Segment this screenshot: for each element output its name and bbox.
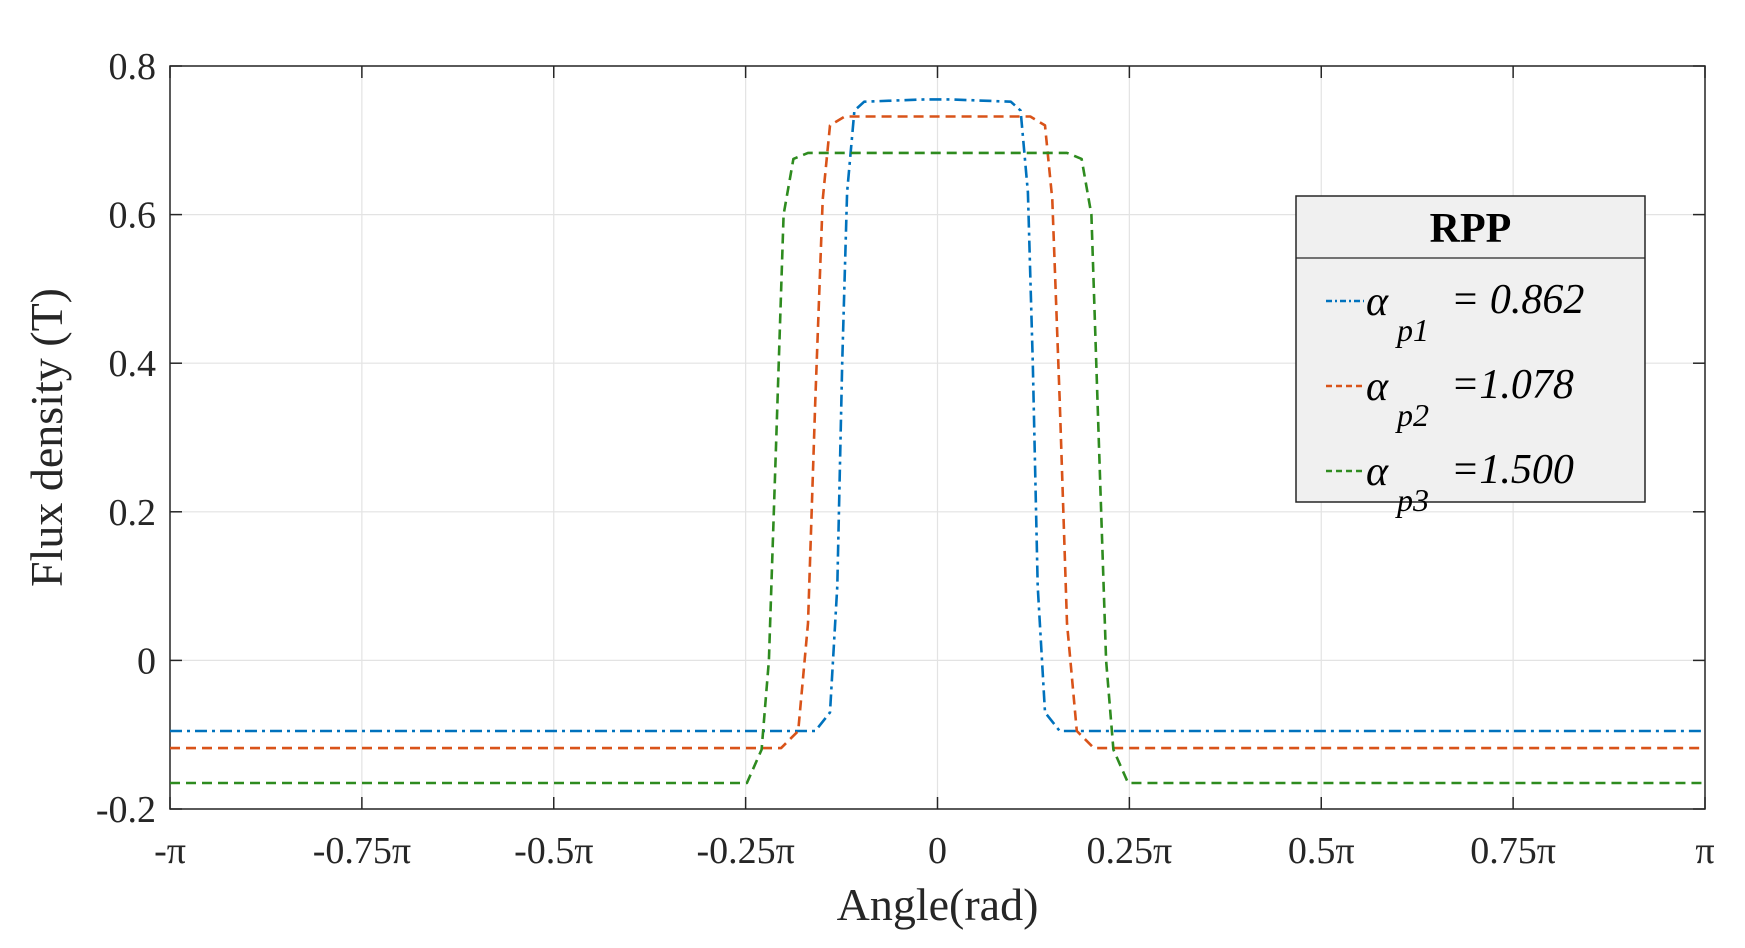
legend-title: RPP xyxy=(1430,206,1512,252)
legend-alpha-symbol: α xyxy=(1366,279,1389,325)
y-tick-label: 0.8 xyxy=(109,46,157,88)
legend-alpha-symbol: α xyxy=(1366,364,1389,410)
y-tick-label: 0.2 xyxy=(109,492,157,534)
axis-ticks: -π -0.75π -0.5π -0.25π 0 0.25π 0.5π 0.75π π -0.2 0… xyxy=(96,46,1715,872)
x-tick-label: 0.25π xyxy=(1087,830,1173,872)
x-axis-label: Angle(rad) xyxy=(837,879,1039,930)
x-tick-label: -0.25π xyxy=(696,830,794,872)
y-tick-label: 0 xyxy=(137,640,156,682)
x-tick-label: 0 xyxy=(928,830,947,872)
legend-value: =1.078 xyxy=(1451,362,1574,408)
x-tick-label: 0.5π xyxy=(1288,830,1355,872)
legend-box xyxy=(1295,195,1646,503)
y-tick-label: 0.4 xyxy=(109,343,157,385)
x-tick-label: π xyxy=(1695,830,1714,872)
legend-value: = 0.862 xyxy=(1451,277,1584,323)
series-lines xyxy=(170,98,1705,785)
y-axis-label: Flux density (T) xyxy=(21,288,72,587)
y-tick-label: 0.6 xyxy=(109,195,157,237)
series-line-p1 xyxy=(170,98,1705,733)
series-line-p2 xyxy=(170,115,1705,750)
legend-subscript: p3 xyxy=(1395,482,1429,518)
x-tick-label: -π xyxy=(154,830,186,872)
legend-subscript: p1 xyxy=(1395,312,1429,348)
x-tick-label: -0.5π xyxy=(514,830,593,872)
x-tick-label: 0.75π xyxy=(1470,830,1556,872)
series-line-p3 xyxy=(170,151,1705,785)
y-tick-label: -0.2 xyxy=(96,789,156,831)
legend-subscript: p2 xyxy=(1395,397,1429,433)
legend-alpha-symbol: α xyxy=(1366,449,1389,495)
legend-value: =1.500 xyxy=(1451,447,1574,493)
x-tick-label: -0.75π xyxy=(313,830,411,872)
